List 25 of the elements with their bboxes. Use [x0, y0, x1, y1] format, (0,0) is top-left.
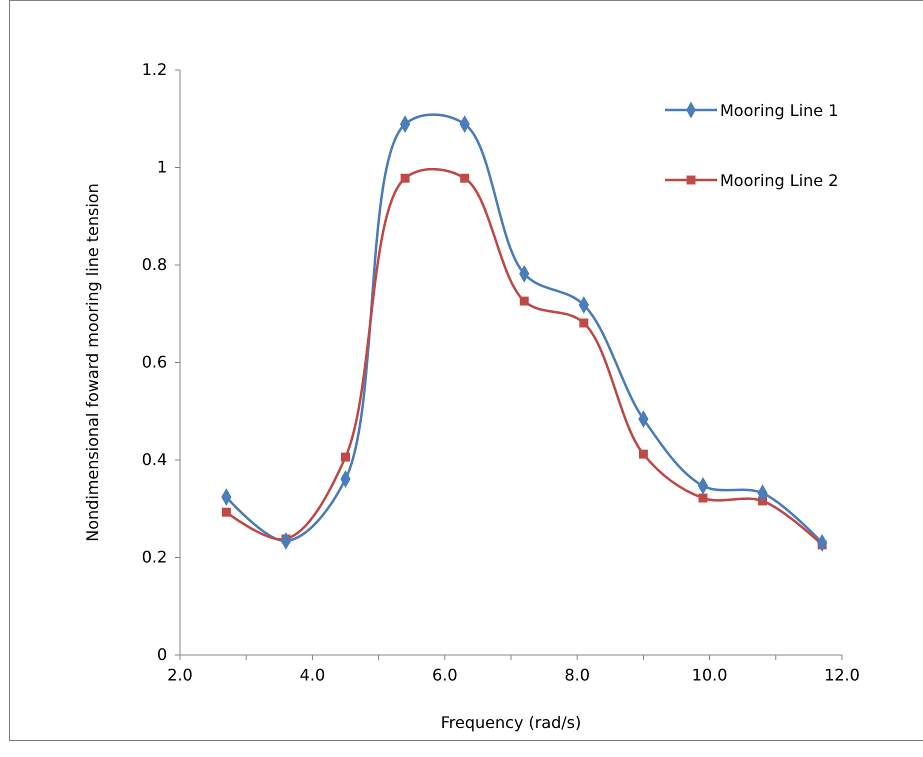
y-tick-label: 0.2 [142, 548, 168, 567]
x-tick-label: 12.0 [824, 666, 860, 685]
point [400, 174, 410, 183]
y-tick-label: 0.6 [142, 352, 168, 372]
y-tick-label: 0 [157, 645, 168, 664]
x-tick-label: 6.0 [432, 666, 458, 685]
point [520, 296, 529, 306]
legend-label: Mooring Line 2 [720, 171, 838, 190]
y-tick-label: 0.4 [142, 450, 168, 470]
y-tick-label: 1 [157, 158, 168, 177]
y-tick-label: 1.2 [142, 60, 168, 80]
point [222, 508, 231, 517]
x-axis-title: Frequency (rad/s) [440, 713, 582, 732]
x-tick-label: 2.0 [167, 666, 193, 685]
x-tick-label: 4.0 [300, 666, 326, 685]
y-tick-label: 0.8 [142, 255, 168, 274]
x-tick-label: 10.0 [692, 666, 728, 685]
point [579, 318, 588, 328]
point [638, 450, 648, 459]
point [698, 494, 708, 502]
legend-label: Mooring Line 1 [720, 101, 838, 120]
point [341, 452, 350, 462]
point [460, 174, 470, 183]
x-tick-label: 8.0 [564, 666, 590, 685]
y-axis-title: Nondimensional foward mooring line tension [83, 183, 102, 542]
